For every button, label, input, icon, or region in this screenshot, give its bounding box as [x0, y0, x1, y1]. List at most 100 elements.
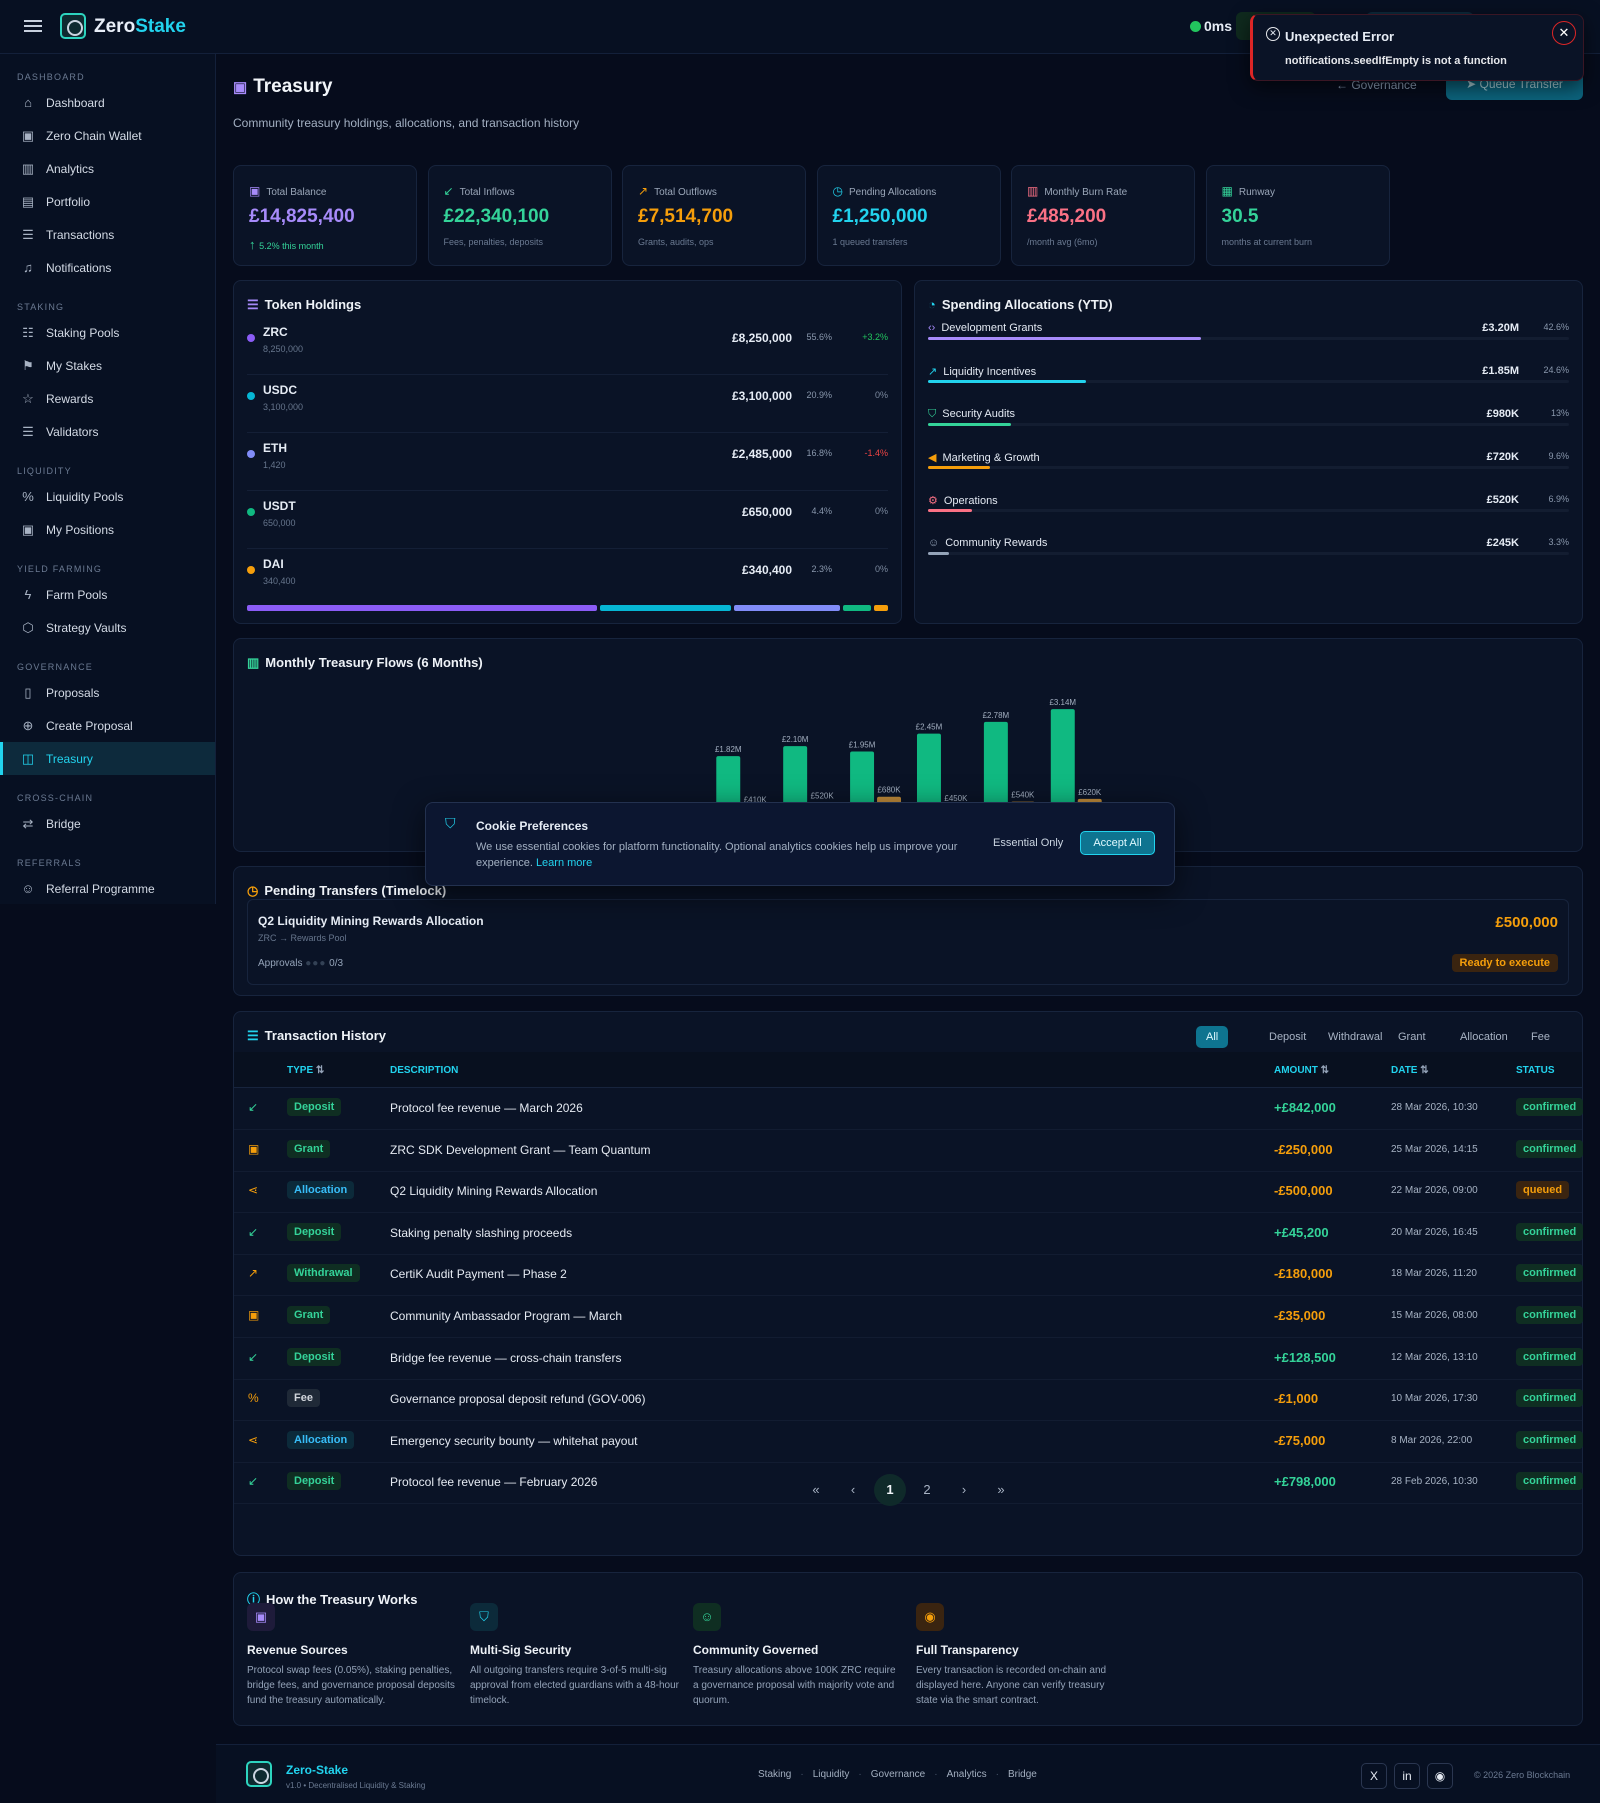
pending-transfer-item[interactable]: Q2 Liquidity Mining Rewards Allocation Z… — [247, 899, 1569, 985]
holding-row[interactable]: ZRC 8,250,000 £8,250,000 55.6% +3.2% — [247, 317, 888, 375]
prev-page-icon[interactable]: ‹ — [850, 1482, 856, 1497]
allocation-row[interactable]: ‹› Development Grants £3.20M 42.6% — [928, 322, 1569, 362]
table-row[interactable]: % Fee Governance proposal deposit refund (… — [234, 1379, 1584, 1422]
holding-row[interactable]: USDT 650,000 £650,000 4.4% 0% — [247, 491, 888, 549]
footer-separator: · — [934, 1769, 938, 1780]
sidebar-item-my-positions[interactable]: ▣ My Positions — [0, 513, 215, 546]
stat-subtext-value: Fees, penalties, deposits — [443, 237, 544, 247]
sidebar-item-transactions[interactable]: ☰ Transactions — [0, 218, 215, 251]
filter-grant[interactable]: Grant — [1398, 1031, 1426, 1043]
pending-transfer-route: ZRC → Rewards Pool — [258, 933, 347, 943]
sidebar-item-zero-chain-wallet[interactable]: ▣ Zero Chain Wallet — [0, 119, 215, 152]
sidebar-item-treasury[interactable]: ◫ Treasury — [0, 742, 215, 775]
transaction-amount: -£500,000 — [1274, 1183, 1333, 1199]
sidebar-item-label: Notifications — [46, 260, 112, 275]
footer-brand[interactable]: Zero-Stake — [286, 1763, 349, 1777]
table-row[interactable]: ↗ Withdrawal CertiK Audit Payment — Phase … — [234, 1254, 1584, 1297]
flow-bar-label: £3.14M — [1049, 698, 1076, 707]
stat-card-pending-allocations: ◷ Pending Allocations £1,250,000 1 queued t… — [816, 165, 1001, 266]
sidebar-item-farm-pools[interactable]: ϟ Farm Pools — [0, 578, 215, 611]
allocation-row[interactable]: ☺ Community Rewards £245K 3.3% — [928, 537, 1569, 577]
status-badge: confirmed — [1516, 1389, 1584, 1408]
table-row[interactable]: ▣ Grant ZRC SDK Development Grant — Team Q… — [234, 1130, 1584, 1172]
sidebar-item-create-proposal[interactable]: ⊕ Create Proposal — [0, 709, 215, 742]
holding-row[interactable]: ETH 1,420 £2,485,000 16.8% -1.4% — [247, 433, 888, 491]
footer-link-liquidity[interactable]: Liquidity — [812, 1769, 850, 1780]
token-quantity: 650,000 — [263, 518, 296, 528]
sidebar-item-notifications[interactable]: ♫ Notifications — [0, 251, 215, 284]
amount-column-header[interactable]: AMOUNT ⇅ — [1274, 1065, 1330, 1076]
page-1-button[interactable]: 1 — [874, 1474, 906, 1506]
back-to-governance-link[interactable]: ← Governance — [1336, 78, 1417, 92]
accept-all-button[interactable]: Accept All — [1080, 831, 1155, 855]
filter-allocation[interactable]: Allocation — [1460, 1031, 1508, 1043]
allocation-value: £980K — [1486, 408, 1519, 420]
code-icon: ‹› — [928, 322, 936, 334]
status-badge: confirmed — [1516, 1306, 1584, 1324]
footer-link-analytics[interactable]: Analytics — [946, 1769, 987, 1780]
sidebar-item-my-stakes[interactable]: ⚑ My Stakes — [0, 349, 215, 382]
sidebar-item-analytics[interactable]: ▥ Analytics — [0, 152, 215, 185]
footer-link-bridge[interactable]: Bridge — [1007, 1769, 1037, 1780]
filter-all[interactable]: All — [1196, 1026, 1229, 1048]
last-page-icon[interactable]: » — [997, 1482, 1005, 1497]
status-badge: confirmed — [1516, 1472, 1584, 1491]
footer-link-governance[interactable]: Governance — [870, 1769, 926, 1780]
learn-more-link[interactable]: Learn more — [535, 857, 593, 869]
footer-link-staking[interactable]: Staking — [758, 1769, 792, 1780]
holding-row[interactable]: DAI 340,400 £340,400 2.3% 0% — [247, 549, 888, 607]
holding-row[interactable]: USDC 3,100,000 £3,100,000 20.9% 0% — [247, 375, 888, 433]
footer-separator: · — [995, 1769, 999, 1780]
stat-card-monthly-burn-rate: ▥ Monthly Burn Rate £485,200/month avg (6m… — [1011, 165, 1195, 266]
transaction-amount: -£75,000 — [1274, 1432, 1326, 1448]
brand-name[interactable]: ZeroStake — [94, 16, 186, 37]
flow-bar-feb-inflow[interactable] — [983, 721, 1008, 821]
sidebar-item-staking-pools[interactable]: ☷ Staking Pools — [0, 316, 215, 349]
page-2-button[interactable]: 2 — [923, 1482, 931, 1497]
x-twitter-icon[interactable]: X — [1361, 1763, 1387, 1789]
allocation-row[interactable]: ◀ Marketing & Growth £720K 9.6% — [928, 451, 1569, 491]
date-column-header[interactable]: DATE ⇅ — [1391, 1065, 1429, 1076]
table-row[interactable]: ⋖ Allocation Q2 Liquidity Mining Rewards A… — [234, 1171, 1582, 1214]
type-column-header[interactable]: TYPE ⇅ — [287, 1065, 325, 1076]
sidebar-item-proposals[interactable]: ▯ Proposals — [0, 676, 215, 709]
sidebar-item-bridge[interactable]: ⇄ Bridge — [0, 807, 215, 840]
linkedin-icon[interactable]: in — [1394, 1763, 1420, 1789]
table-row[interactable]: ↙ Deposit Bridge fee revenue — cross-chain… — [234, 1338, 1584, 1380]
sidebar-section-title: STAKING — [17, 302, 65, 312]
allocation-row[interactable]: ↗ Liquidity Incentives £1.85M 24.6% — [928, 365, 1569, 405]
flow-bar-mar-inflow[interactable] — [1050, 709, 1075, 821]
table-row[interactable]: ⋖ Allocation Emergency security bounty — w… — [234, 1421, 1584, 1463]
sidebar-item-liquidity-pools[interactable]: % Liquidity Pools — [0, 480, 215, 513]
bar-chart-icon: ▥ — [21, 160, 35, 176]
close-icon[interactable]: ✕ — [1552, 21, 1576, 45]
sidebar-item-portfolio[interactable]: ▤ Portfolio — [0, 185, 215, 218]
table-row[interactable]: ↙ Deposit Staking penalty slashing proceed… — [234, 1213, 1584, 1255]
filter-deposit[interactable]: Deposit — [1269, 1031, 1307, 1043]
sidebar-item-referral-programme[interactable]: ☺ Referral Programme — [0, 872, 215, 904]
next-page-icon[interactable]: › — [961, 1482, 967, 1497]
sidebar-item-rewards[interactable]: ☆ Rewards — [0, 382, 215, 415]
token-symbol: ZRC — [263, 325, 288, 339]
table-row[interactable]: ↙ Deposit Protocol fee revenue — February … — [234, 1462, 1584, 1505]
menu-icon[interactable] — [24, 17, 42, 37]
transaction-amount: -£35,000 — [1274, 1308, 1326, 1323]
filter-withdrawal[interactable]: Withdrawal — [1328, 1031, 1383, 1043]
holding-share-segment — [599, 605, 732, 611]
filter-fee[interactable]: Fee — [1531, 1031, 1550, 1043]
table-row[interactable]: ↙ Deposit Protocol fee revenue — March 202… — [234, 1088, 1584, 1130]
github-icon[interactable]: ◉ — [1427, 1763, 1453, 1789]
flow-bar-jan-inflow[interactable] — [916, 733, 941, 821]
table-row[interactable]: ▣ Grant Community Ambassador Program — Mar… — [234, 1296, 1584, 1338]
shield-icon: ⛉ — [928, 408, 937, 420]
sidebar-item-strategy-vaults[interactable]: ⬡ Strategy Vaults — [0, 611, 215, 644]
first-page-icon[interactable]: « — [812, 1482, 820, 1497]
token-value: £3,100,000 — [731, 389, 792, 403]
cookie-text: We use essential cookies for platform fu… — [476, 841, 958, 869]
essential-only-button[interactable]: Essential Only — [993, 837, 1064, 849]
sidebar-item-validators[interactable]: ☰ Validators — [0, 415, 215, 448]
allocation-row[interactable]: ⛉ Security Audits £980K 13% — [928, 408, 1569, 448]
sidebar-item-dashboard[interactable]: ⌂ Dashboard — [0, 86, 215, 119]
allocation-row[interactable]: ⚙ Operations £520K 6.9% — [928, 494, 1569, 534]
ready-to-execute-badge[interactable]: Ready to execute — [1451, 954, 1558, 972]
